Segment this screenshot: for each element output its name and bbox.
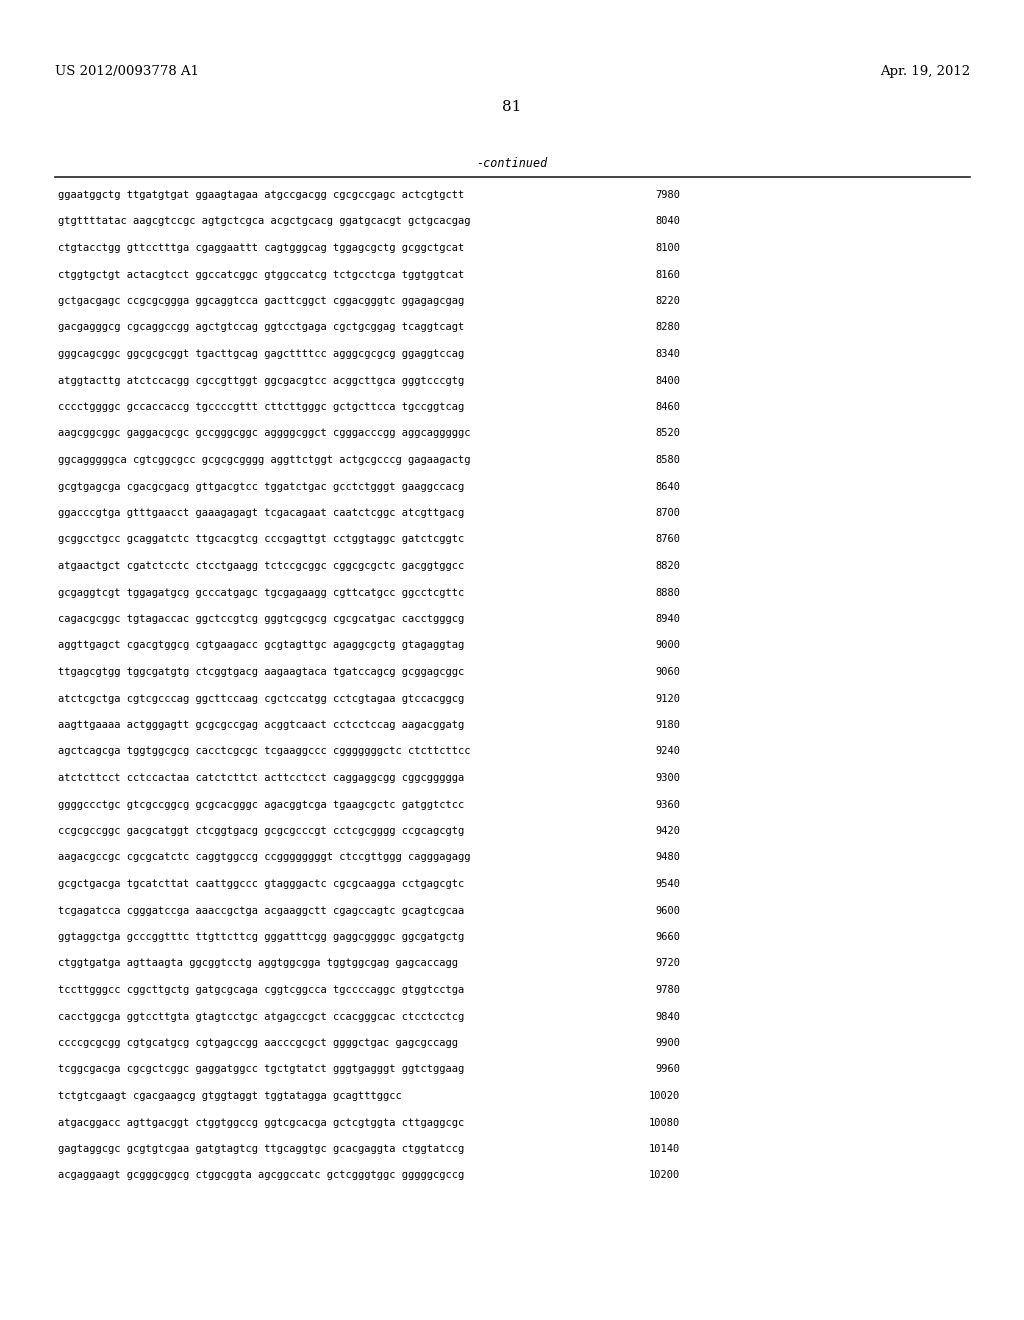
Text: ttgagcgtgg tggcgatgtg ctcggtgacg aagaagtaca tgatccagcg gcggagcggc: ttgagcgtgg tggcgatgtg ctcggtgacg aagaagt…: [58, 667, 464, 677]
Text: ggcagggggca cgtcggcgcc gcgcgcgggg aggttctggt actgcgcccg gagaagactg: ggcagggggca cgtcggcgcc gcgcgcgggg aggttc…: [58, 455, 470, 465]
Text: 10140: 10140: [649, 1144, 680, 1154]
Text: gcgaggtcgt tggagatgcg gcccatgagc tgcgagaagg cgttcatgcc ggcctcgttc: gcgaggtcgt tggagatgcg gcccatgagc tgcgaga…: [58, 587, 464, 598]
Text: 8040: 8040: [655, 216, 680, 227]
Text: cagacgcggc tgtagaccac ggctccgtcg gggtcgcgcg cgcgcatgac cacctgggcg: cagacgcggc tgtagaccac ggctccgtcg gggtcgc…: [58, 614, 464, 624]
Text: 9060: 9060: [655, 667, 680, 677]
Text: gctgacgagc ccgcgcggga ggcaggtcca gacttcggct cggacgggtc ggagagcgag: gctgacgagc ccgcgcggga ggcaggtcca gacttcg…: [58, 296, 464, 306]
Text: Apr. 19, 2012: Apr. 19, 2012: [880, 65, 970, 78]
Text: ccccgcgcgg cgtgcatgcg cgtgagccgg aacccgcgct ggggctgac gagcgccagg: ccccgcgcgg cgtgcatgcg cgtgagccgg aacccgc…: [58, 1038, 458, 1048]
Text: 9000: 9000: [655, 640, 680, 651]
Text: 8100: 8100: [655, 243, 680, 253]
Text: gcgtgagcga cgacgcgacg gttgacgtcc tggatctgac gcctctgggt gaaggccacg: gcgtgagcga cgacgcgacg gttgacgtcc tggatct…: [58, 482, 464, 491]
Text: 9900: 9900: [655, 1038, 680, 1048]
Text: 9420: 9420: [655, 826, 680, 836]
Text: 9720: 9720: [655, 958, 680, 969]
Text: ggaatggctg ttgatgtgat ggaagtagaa atgccgacgg cgcgccgagc actcgtgctt: ggaatggctg ttgatgtgat ggaagtagaa atgccga…: [58, 190, 464, 201]
Text: 9240: 9240: [655, 747, 680, 756]
Text: gggcagcggc ggcgcgcggt tgacttgcag gagcttttcc agggcgcgcg ggaggtccag: gggcagcggc ggcgcgcggt tgacttgcag gagcttt…: [58, 348, 464, 359]
Text: 9480: 9480: [655, 853, 680, 862]
Text: atgaactgct cgatctcctc ctcctgaagg tctccgcggc cggcgcgctc gacggtggcc: atgaactgct cgatctcctc ctcctgaagg tctccgc…: [58, 561, 464, 572]
Text: 9780: 9780: [655, 985, 680, 995]
Text: aagcggcggc gaggacgcgc gccgggcggc aggggcggct cgggacccgg aggcagggggc: aagcggcggc gaggacgcgc gccgggcggc aggggcg…: [58, 429, 470, 438]
Text: 8280: 8280: [655, 322, 680, 333]
Text: 9180: 9180: [655, 719, 680, 730]
Text: 9840: 9840: [655, 1011, 680, 1022]
Text: gcgctgacga tgcatcttat caattggccc gtagggactc cgcgcaagga cctgagcgtc: gcgctgacga tgcatcttat caattggccc gtaggga…: [58, 879, 464, 888]
Text: aagacgccgc cgcgcatctc caggtggccg ccggggggggt ctccgttggg cagggagagg: aagacgccgc cgcgcatctc caggtggccg ccggggg…: [58, 853, 470, 862]
Text: aggttgagct cgacgtggcg cgtgaagacc gcgtagttgc agaggcgctg gtagaggtag: aggttgagct cgacgtggcg cgtgaagacc gcgtagt…: [58, 640, 464, 651]
Text: 8820: 8820: [655, 561, 680, 572]
Text: ccgcgccggc gacgcatggt ctcggtgacg gcgcgcccgt cctcgcgggg ccgcagcgtg: ccgcgccggc gacgcatggt ctcggtgacg gcgcgcc…: [58, 826, 464, 836]
Text: 8520: 8520: [655, 429, 680, 438]
Text: atctcttcct cctccactaa catctcttct acttcctcct caggaggcgg cggcggggga: atctcttcct cctccactaa catctcttct acttcct…: [58, 774, 464, 783]
Text: 8700: 8700: [655, 508, 680, 517]
Text: 8880: 8880: [655, 587, 680, 598]
Text: tctgtcgaagt cgacgaagcg gtggtaggt tggtatagga gcagtttggcc: tctgtcgaagt cgacgaagcg gtggtaggt tggtata…: [58, 1092, 401, 1101]
Text: agctcagcga tggtggcgcg cacctcgcgc tcgaaggccc cgggggggctc ctcttcttcc: agctcagcga tggtggcgcg cacctcgcgc tcgaagg…: [58, 747, 470, 756]
Text: acgaggaagt gcgggcggcg ctggcggta agcggccatc gctcgggtggc gggggcgccg: acgaggaagt gcgggcggcg ctggcggta agcggcca…: [58, 1171, 464, 1180]
Text: atgacggacc agttgacggt ctggtggccg ggtcgcacga gctcgtggta cttgaggcgc: atgacggacc agttgacggt ctggtggccg ggtcgca…: [58, 1118, 464, 1127]
Text: gagtaggcgc gcgtgtcgaa gatgtagtcg ttgcaggtgc gcacgaggta ctggtatccg: gagtaggcgc gcgtgtcgaa gatgtagtcg ttgcagg…: [58, 1144, 464, 1154]
Text: 9300: 9300: [655, 774, 680, 783]
Text: 8400: 8400: [655, 375, 680, 385]
Text: gcggcctgcc gcaggatctc ttgcacgtcg cccgagttgt cctggtaggc gatctcggtc: gcggcctgcc gcaggatctc ttgcacgtcg cccgagt…: [58, 535, 464, 544]
Text: ctggtgatga agttaagta ggcggtcctg aggtggcgga tggtggcgag gagcaccagg: ctggtgatga agttaagta ggcggtcctg aggtggcg…: [58, 958, 458, 969]
Text: 8940: 8940: [655, 614, 680, 624]
Text: aagttgaaaa actgggagtt gcgcgccgag acggtcaact cctcctccag aagacggatg: aagttgaaaa actgggagtt gcgcgccgag acggtca…: [58, 719, 464, 730]
Text: atggtacttg atctccacgg cgccgttggt ggcgacgtcc acggcttgca gggtcccgtg: atggtacttg atctccacgg cgccgttggt ggcgacg…: [58, 375, 464, 385]
Text: 8640: 8640: [655, 482, 680, 491]
Text: US 2012/0093778 A1: US 2012/0093778 A1: [55, 65, 199, 78]
Text: ctggtgctgt actacgtcct ggccatcggc gtggccatcg tctgcctcga tggtggtcat: ctggtgctgt actacgtcct ggccatcggc gtggcca…: [58, 269, 464, 280]
Text: 81: 81: [503, 100, 521, 114]
Text: cccctggggc gccaccaccg tgccccgttt cttcttgggc gctgcttcca tgccggtcag: cccctggggc gccaccaccg tgccccgttt cttcttg…: [58, 403, 464, 412]
Text: tcgagatcca cgggatccga aaaccgctga acgaaggctt cgagccagtc gcagtcgcaa: tcgagatcca cgggatccga aaaccgctga acgaagg…: [58, 906, 464, 916]
Text: 9660: 9660: [655, 932, 680, 942]
Text: gtgttttatac aagcgtccgc agtgctcgca acgctgcacg ggatgcacgt gctgcacgag: gtgttttatac aagcgtccgc agtgctcgca acgctg…: [58, 216, 470, 227]
Text: 9360: 9360: [655, 800, 680, 809]
Text: ctgtacctgg gttcctttga cgaggaattt cagtgggcag tggagcgctg gcggctgcat: ctgtacctgg gttcctttga cgaggaattt cagtggg…: [58, 243, 464, 253]
Text: 8340: 8340: [655, 348, 680, 359]
Text: 8580: 8580: [655, 455, 680, 465]
Text: 8160: 8160: [655, 269, 680, 280]
Text: 10080: 10080: [649, 1118, 680, 1127]
Text: atctcgctga cgtcgcccag ggcttccaag cgctccatgg cctcgtagaa gtccacggcg: atctcgctga cgtcgcccag ggcttccaag cgctcca…: [58, 693, 464, 704]
Text: 8220: 8220: [655, 296, 680, 306]
Text: 8760: 8760: [655, 535, 680, 544]
Text: ggacccgtga gtttgaacct gaaagagagt tcgacagaat caatctcggc atcgttgacg: ggacccgtga gtttgaacct gaaagagagt tcgacag…: [58, 508, 464, 517]
Text: tcggcgacga cgcgctcggc gaggatggcc tgctgtatct gggtgagggt ggtctggaag: tcggcgacga cgcgctcggc gaggatggcc tgctgta…: [58, 1064, 464, 1074]
Text: ggggccctgc gtcgccggcg gcgcacgggc agacggtcga tgaagcgctc gatggtctcc: ggggccctgc gtcgccggcg gcgcacgggc agacggt…: [58, 800, 464, 809]
Text: 9600: 9600: [655, 906, 680, 916]
Text: 9960: 9960: [655, 1064, 680, 1074]
Text: 10200: 10200: [649, 1171, 680, 1180]
Text: 9120: 9120: [655, 693, 680, 704]
Text: tccttgggcc cggcttgctg gatgcgcaga cggtcggcca tgccccaggc gtggtcctga: tccttgggcc cggcttgctg gatgcgcaga cggtcgg…: [58, 985, 464, 995]
Text: cacctggcga ggtccttgta gtagtcctgc atgagccgct ccacgggcac ctcctcctcg: cacctggcga ggtccttgta gtagtcctgc atgagcc…: [58, 1011, 464, 1022]
Text: 8460: 8460: [655, 403, 680, 412]
Text: 7980: 7980: [655, 190, 680, 201]
Text: -continued: -continued: [476, 157, 548, 170]
Text: 10020: 10020: [649, 1092, 680, 1101]
Text: ggtaggctga gcccggtttc ttgttcttcg gggatttcgg gaggcggggc ggcgatgctg: ggtaggctga gcccggtttc ttgttcttcg gggattt…: [58, 932, 464, 942]
Text: gacgagggcg cgcaggccgg agctgtccag ggtcctgaga cgctgcggag tcaggtcagt: gacgagggcg cgcaggccgg agctgtccag ggtcctg…: [58, 322, 464, 333]
Text: 9540: 9540: [655, 879, 680, 888]
